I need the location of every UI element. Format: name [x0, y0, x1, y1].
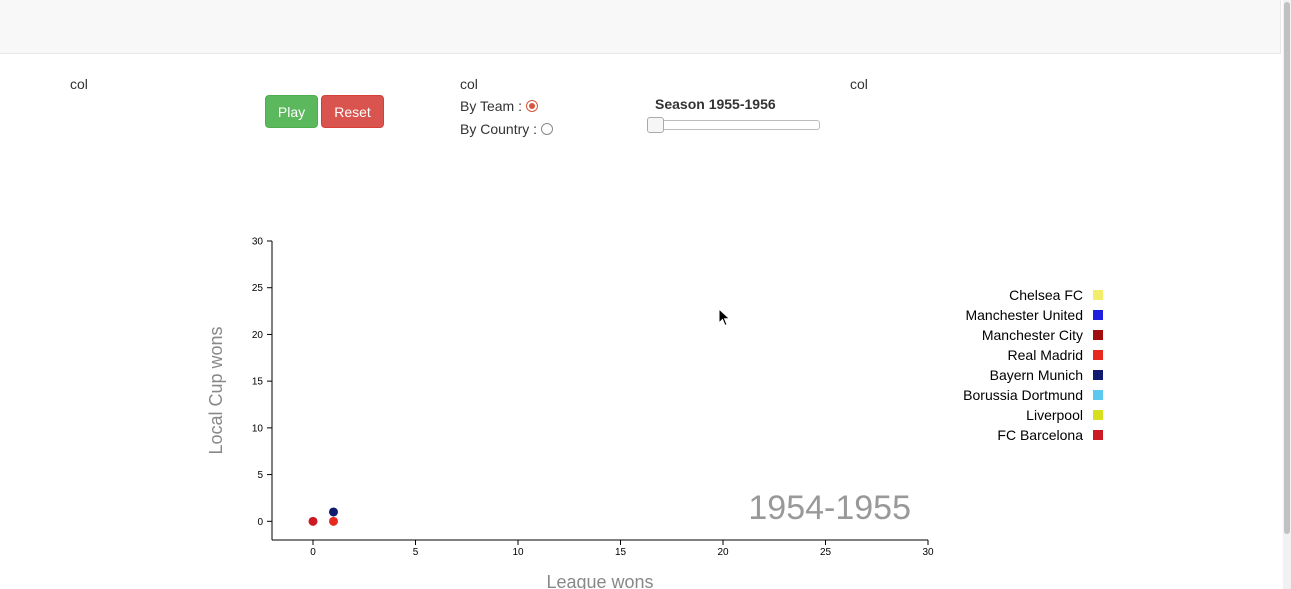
x-tick-label: 25 [820, 547, 832, 558]
scrollbar-thumb[interactable] [1284, 2, 1290, 534]
season-label: Season 1955-1956 [655, 96, 776, 112]
legend-swatch [1093, 330, 1103, 340]
legend-label: Bayern Munich [990, 367, 1083, 383]
x-axis-label: League wons [546, 572, 653, 589]
by-team-option[interactable]: By Team : [460, 98, 538, 114]
legend-swatch [1093, 290, 1103, 300]
y-axis-label: Local Cup wons [206, 326, 226, 454]
mouse-cursor-icon [718, 308, 731, 327]
season-annotation: 1954-1955 [748, 489, 911, 527]
legend-swatch [1093, 310, 1103, 320]
y-tick-label: 30 [252, 237, 264, 248]
column-label-1: col [70, 76, 88, 92]
legend-label: Manchester City [982, 327, 1083, 343]
legend-swatch [1093, 350, 1103, 360]
play-button[interactable]: Play [265, 95, 318, 128]
legend-label: Liverpool [1026, 407, 1083, 423]
x-tick-label: 0 [310, 547, 316, 558]
legend-swatch [1093, 390, 1103, 400]
by-team-label: By Team : [460, 98, 522, 114]
legend-label: FC Barcelona [997, 427, 1083, 443]
by-country-radio[interactable] [541, 123, 554, 135]
by-country-option[interactable]: By Country : [460, 121, 554, 137]
x-tick-label: 30 [922, 547, 934, 558]
column-label-3: col [850, 76, 868, 92]
y-tick-label: 10 [252, 423, 264, 434]
legend-label: Borussia Dortmund [963, 387, 1083, 403]
column-label-2: col [460, 76, 478, 92]
x-tick-label: 15 [615, 547, 627, 558]
x-tick-label: 10 [512, 547, 524, 558]
y-tick-label: 0 [257, 517, 263, 528]
data-point-fc-barcelona [308, 516, 318, 526]
data-point-bayern-munich [329, 507, 338, 517]
y-tick-label: 5 [257, 470, 263, 481]
y-tick-label: 25 [252, 283, 264, 294]
by-country-label: By Country : [460, 121, 538, 137]
x-tick-label: 5 [413, 547, 419, 558]
legend-label: Real Madrid [1008, 347, 1083, 363]
legend-label: Manchester United [965, 307, 1083, 323]
legend-swatch [1093, 410, 1103, 420]
legend-swatch [1093, 370, 1103, 380]
legend-swatch [1093, 430, 1103, 440]
reset-button[interactable]: Reset [321, 95, 384, 128]
legend-label: Chelsea FC [1009, 287, 1083, 303]
top-navbar [0, 0, 1281, 54]
season-slider-handle[interactable] [647, 117, 664, 133]
by-team-radio[interactable] [526, 100, 538, 112]
y-tick-label: 15 [252, 377, 264, 388]
data-point-real-madrid [329, 516, 338, 526]
x-tick-label: 20 [717, 547, 729, 558]
y-tick-label: 20 [252, 330, 264, 341]
